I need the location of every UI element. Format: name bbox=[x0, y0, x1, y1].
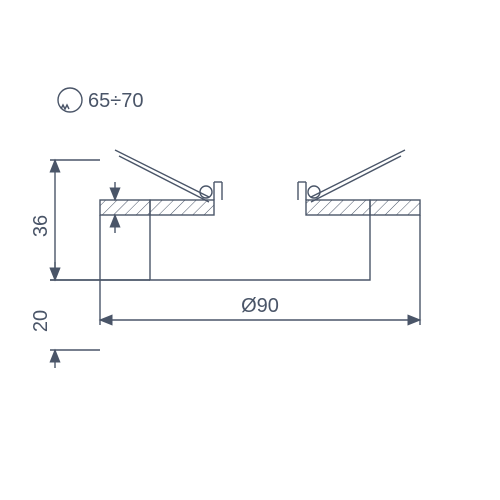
cutout-spec: 65÷70 bbox=[58, 88, 143, 112]
dim-height: 36 bbox=[30, 160, 150, 280]
dim-depth: 20 bbox=[30, 262, 150, 368]
dim-diameter: Ø90 bbox=[100, 215, 420, 325]
technical-drawing: 65÷70 36 20 bbox=[0, 0, 500, 500]
diameter-label: Ø90 bbox=[241, 295, 279, 317]
depth-label: 20 bbox=[30, 310, 52, 332]
fixture-body bbox=[100, 150, 420, 280]
height-label: 36 bbox=[30, 215, 52, 237]
cutout-diameter-label: 65÷70 bbox=[88, 90, 143, 112]
